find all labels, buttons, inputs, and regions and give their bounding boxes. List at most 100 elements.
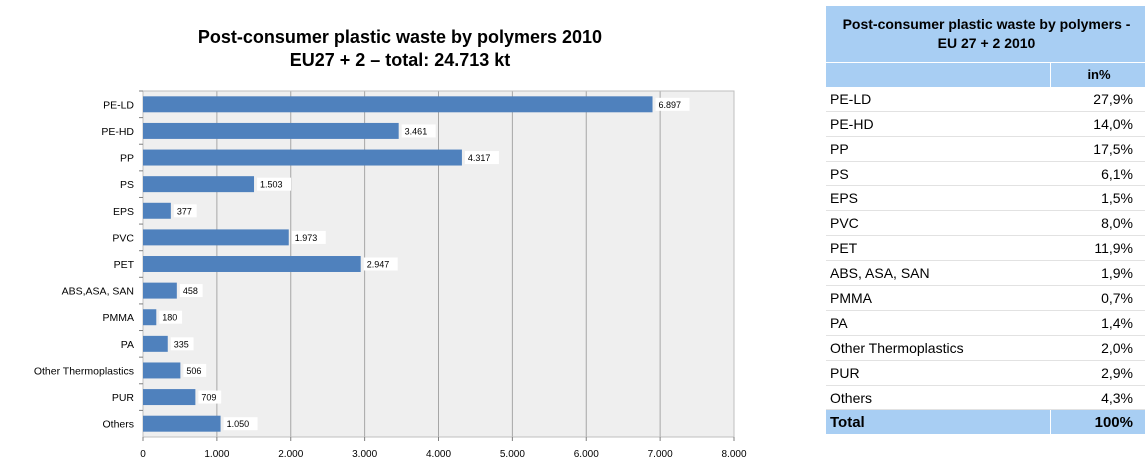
table-row: PUR 2,9% [826,361,1145,386]
category-label: EPS [113,206,134,218]
table-row-value: 0,7% [1051,286,1145,311]
total-value: 100% [1051,410,1145,435]
bar [143,415,221,432]
table-row-label: PET [826,236,1051,262]
x-tick-label: 0 [140,449,146,460]
table-row-label: PUR [826,361,1051,386]
data-label-box [183,363,207,377]
x-tick-label: 3.000 [352,449,377,460]
table-row-label: PVC [826,211,1051,237]
table-row: Others 4,3% [826,386,1145,411]
data-label: 2.947 [367,260,390,270]
x-tick-label: 4.000 [426,449,451,460]
bar [143,202,171,219]
table-row: PE-LD 27,9% [826,87,1145,112]
data-label-box [198,390,222,404]
bar [143,335,168,352]
table-row: PP 17,5% [826,137,1145,162]
table-row-label: PE-LD [826,87,1051,112]
data-label: 506 [186,366,201,376]
table-header-blank [826,63,1051,87]
data-label: 458 [183,286,198,296]
share-table: Post-consumer plastic waste by polymers … [826,6,1145,435]
table-row-label: ABS, ASA, SAN [826,261,1051,287]
table-row-label: Others [826,386,1051,411]
table-row-label: PS [826,162,1051,187]
x-tick-label: 7.000 [648,449,673,460]
table-body: PE-LD 27,9% PE-HD 14,0% PP 17,5% PS 6,1% EPS 1,5%… [826,87,1145,411]
data-label-box [257,177,292,191]
x-tick-label: 8.000 [721,449,746,460]
table-row: EPS 1,5% [826,186,1145,212]
data-label-box [223,417,258,431]
bar-chart: PE-LD 6.897 PE-HD 3.461 PP 4.317 PS 1.503 EPS 377… [34,90,747,460]
table-row-label: PMMA [826,286,1051,311]
x-tick-label: 2.000 [278,449,303,460]
category-label: PE-LD [103,99,134,111]
table-row-value: 2,0% [1051,336,1145,361]
table-total-row: Total 100% [826,410,1145,435]
table-row-value: 14,0% [1051,112,1145,137]
bar [143,122,399,139]
data-label-box [363,257,398,271]
category-label: ABS,ASA, SAN [62,286,134,298]
bar [143,309,157,326]
bar [143,229,289,246]
table-row: Other Thermoplastics 2,0% [826,336,1145,361]
data-label-box [159,310,183,324]
table-row: PS 6,1% [826,162,1145,187]
category-label: PMMA [103,312,135,324]
table-row: PMMA 0,7% [826,286,1145,311]
data-label: 180 [162,313,177,323]
category-label: PA [121,339,134,351]
table-row-label: Other Thermoplastics [826,336,1051,361]
share-table-panel: Post-consumer plastic waste by polymers … [826,6,1145,435]
chart-title-line-1: Post-consumer plastic waste by polymers … [197,27,603,47]
table-row: ABS, ASA, SAN 1,9% [826,261,1145,287]
category-label: PS [120,179,134,191]
data-label-box [179,284,203,298]
data-label: 4.317 [468,153,491,163]
table-row: PET 11,9% [826,236,1145,262]
category-label: PET [114,259,135,271]
data-label-box [173,204,197,218]
table-row-value: 1,5% [1051,186,1145,212]
data-label-box [170,337,194,351]
table-row-label: PE-HD [826,112,1051,137]
category-label: PVC [112,232,134,244]
bar [143,96,653,113]
table-row-value: 2,9% [1051,361,1145,386]
data-label-box [401,124,436,138]
bar [143,176,255,193]
bar [143,282,177,299]
table-row-value: 4,3% [1051,386,1145,411]
total-label: Total [826,410,1051,435]
x-tick-label: 5.000 [500,449,525,460]
table-title: Post-consumer plastic waste by polymers … [826,6,1145,63]
x-tick-label: 6.000 [574,449,599,460]
data-label-box [464,151,499,165]
data-label: 377 [177,206,192,216]
table-row-value: 17,5% [1051,137,1145,162]
data-label: 1.050 [227,419,250,429]
table-row: PA 1,4% [826,311,1145,336]
chart-title-line-2: EU27 + 2 – total: 24.713 kt [289,50,511,70]
category-label: Other Thermoplastics [34,365,134,377]
category-label: PP [120,153,134,165]
table-unit-header: in% [1051,63,1145,87]
data-label: 709 [201,393,216,403]
table-row-value: 1,9% [1051,261,1145,287]
bar [143,362,181,379]
data-label: 335 [174,339,189,349]
x-tick-label: 1.000 [204,449,229,460]
table-row: PE-HD 14,0% [826,112,1145,137]
bar [143,256,361,272]
table-row-value: 27,9% [1051,87,1145,112]
category-label: PE-HD [101,126,134,138]
bar [143,389,196,406]
bar [143,149,462,166]
table-row-label: EPS [826,186,1051,212]
table-row-value: 8,0% [1051,211,1145,237]
category-label: PUR [112,392,135,404]
data-label: 1.973 [295,233,318,243]
